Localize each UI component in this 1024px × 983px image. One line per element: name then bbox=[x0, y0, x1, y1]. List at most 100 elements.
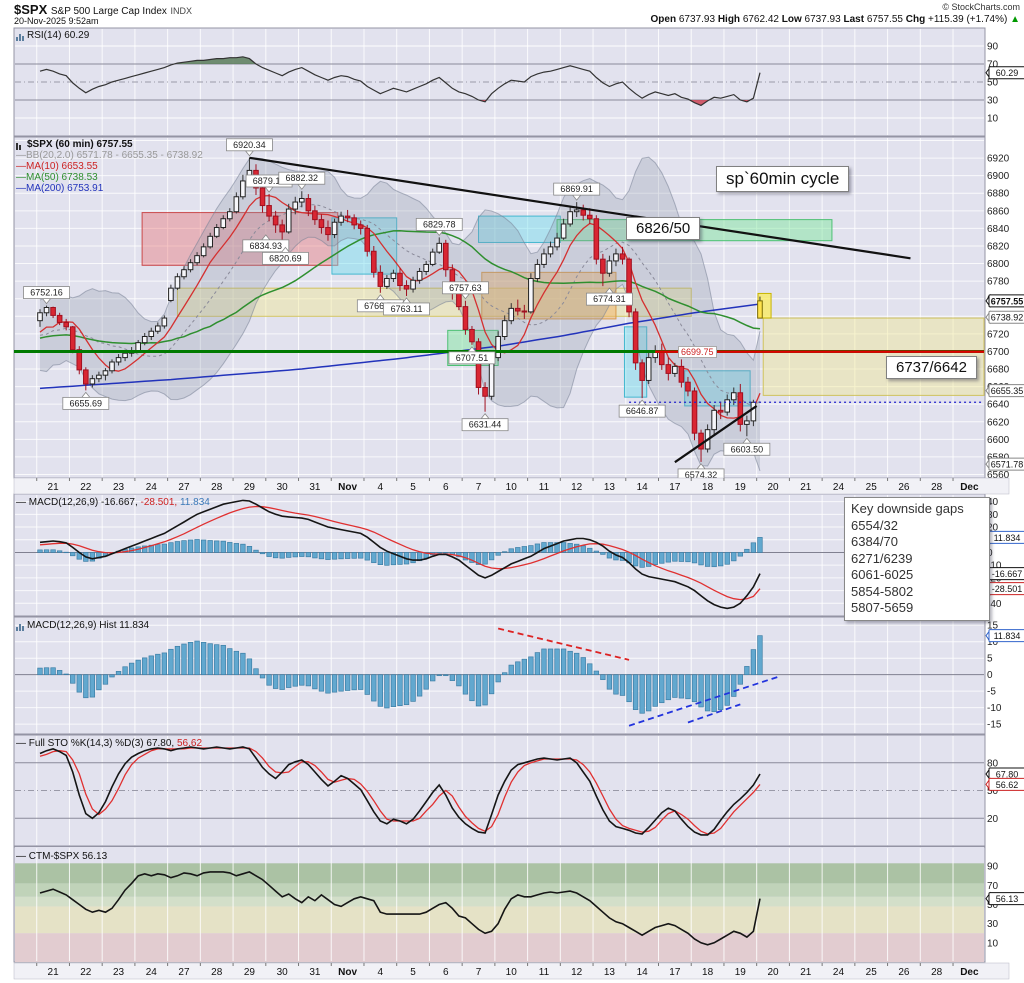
svg-text:30: 30 bbox=[987, 96, 999, 107]
svg-text:12: 12 bbox=[571, 967, 583, 978]
svg-text:20: 20 bbox=[767, 482, 779, 493]
svg-text:-16.667: -16.667 bbox=[992, 569, 1023, 579]
gaps-note-title: Key downside gaps bbox=[851, 501, 964, 516]
svg-text:6603.50: 6603.50 bbox=[731, 444, 764, 454]
svg-text:Nov: Nov bbox=[338, 482, 357, 493]
open-value: 6737.93 bbox=[678, 14, 716, 25]
svg-text:-10: -10 bbox=[987, 561, 1002, 572]
svg-text:14: 14 bbox=[637, 482, 649, 493]
svg-text:50: 50 bbox=[987, 900, 999, 911]
svg-text:27: 27 bbox=[178, 967, 190, 978]
last-value: 6757.55 bbox=[866, 14, 903, 25]
price-annotations: 6752.16 6655.69 6920.34 6879.17 6882.32 6834.… bbox=[23, 138, 771, 482]
chg-label: Chg bbox=[905, 14, 926, 25]
legend-macd: — MACD(12,26,9) -16.667, -28.501, 11.834 bbox=[16, 497, 210, 508]
svg-text:6880: 6880 bbox=[987, 189, 1010, 200]
svg-text:6780: 6780 bbox=[987, 277, 1010, 288]
svg-text:6655.69: 6655.69 bbox=[70, 398, 103, 408]
svg-text:6620: 6620 bbox=[987, 417, 1010, 428]
svg-text:24: 24 bbox=[146, 482, 158, 493]
svg-text:0: 0 bbox=[987, 670, 993, 681]
svg-text:10: 10 bbox=[987, 637, 999, 648]
ctm-plot bbox=[39, 871, 761, 946]
svg-text:6655.35: 6655.35 bbox=[991, 386, 1024, 396]
svg-text:6820: 6820 bbox=[987, 241, 1010, 252]
callout-6826-50: 6826/50 bbox=[626, 217, 701, 240]
legend-price-title: $SPX (60 min) 6757.55 bbox=[16, 139, 133, 150]
svg-text:6800: 6800 bbox=[987, 259, 1010, 270]
horizontal-gridlines bbox=[15, 45, 984, 819]
legend-rsi: RSI(14) 60.29 bbox=[16, 30, 89, 41]
symbol-name: S&P 500 Large Cap Index bbox=[50, 6, 167, 17]
svg-text:24: 24 bbox=[833, 967, 845, 978]
svg-text:26: 26 bbox=[898, 482, 910, 493]
svg-text:-10: -10 bbox=[987, 703, 1002, 714]
svg-text:6882.32: 6882.32 bbox=[286, 173, 319, 183]
symbol: $SPX bbox=[14, 2, 48, 17]
svg-text:11.834: 11.834 bbox=[994, 631, 1021, 641]
svg-text:6879.17: 6879.17 bbox=[253, 176, 286, 186]
x-axis: 21 22 23 24 27 28 29 30 31 Nov 4 5 6 7 10 11 12 13 14 17 18 1… bbox=[13, 477, 1010, 980]
svg-text:10: 10 bbox=[987, 114, 999, 125]
svg-text:21: 21 bbox=[800, 967, 812, 978]
high-value: 6762.42 bbox=[742, 14, 779, 25]
svg-text:7: 7 bbox=[476, 967, 482, 978]
svg-text:6834.93: 6834.93 bbox=[250, 241, 283, 251]
svg-text:29: 29 bbox=[244, 482, 256, 493]
legend-sto: — Full STO %K(14,3) %D(3) 67.80, 56.62 bbox=[16, 738, 203, 749]
macd-plot bbox=[37, 499, 763, 610]
svg-text:19: 19 bbox=[735, 967, 747, 978]
svg-text:18: 18 bbox=[702, 482, 714, 493]
legend-ma200: —MA(200) 6753.91 bbox=[16, 183, 104, 194]
low-label: Low bbox=[781, 14, 802, 25]
high-label: High bbox=[717, 14, 741, 25]
svg-text:12: 12 bbox=[571, 482, 583, 493]
svg-text:6707.51: 6707.51 bbox=[456, 353, 489, 363]
legend-ctm: — CTM-$SPX 56.13 bbox=[16, 851, 108, 862]
svg-text:14: 14 bbox=[637, 967, 649, 978]
chart-type-icon bbox=[16, 139, 25, 150]
svg-text:11.834: 11.834 bbox=[994, 533, 1021, 543]
svg-text:25: 25 bbox=[866, 967, 878, 978]
svg-text:6763.11: 6763.11 bbox=[391, 304, 423, 314]
svg-text:25: 25 bbox=[866, 482, 878, 493]
open-label: Open bbox=[650, 14, 677, 25]
svg-text:6720: 6720 bbox=[987, 329, 1010, 340]
svg-text:10: 10 bbox=[987, 938, 999, 949]
svg-text:19: 19 bbox=[735, 482, 747, 493]
svg-text:6646.87: 6646.87 bbox=[626, 406, 659, 416]
svg-text:-28.501: -28.501 bbox=[992, 584, 1023, 594]
axis-labels: 9070503010656065806600662066406660668067… bbox=[985, 42, 1024, 949]
svg-text:6: 6 bbox=[443, 967, 449, 978]
svg-text:31: 31 bbox=[309, 967, 321, 978]
svg-text:20: 20 bbox=[767, 967, 779, 978]
svg-text:21: 21 bbox=[48, 967, 60, 978]
copyright: © StockCharts.com bbox=[942, 2, 1020, 12]
gap-item: 5807-5659 bbox=[851, 600, 914, 615]
svg-text:30: 30 bbox=[987, 510, 999, 521]
svg-text:90: 90 bbox=[987, 42, 999, 53]
callout-sp-60min-cycle: sp`60min cycle bbox=[716, 166, 850, 192]
svg-text:70: 70 bbox=[987, 881, 999, 892]
svg-text:56.13: 56.13 bbox=[996, 894, 1019, 904]
symbol-exchange: INDX bbox=[170, 6, 193, 16]
indicator-icon bbox=[16, 30, 25, 41]
svg-text:Dec: Dec bbox=[960, 967, 979, 978]
svg-text:4: 4 bbox=[378, 967, 384, 978]
svg-text:27: 27 bbox=[178, 482, 190, 493]
legend-hist: MACD(12,26,9) Hist 11.834 bbox=[16, 620, 149, 631]
svg-text:11: 11 bbox=[539, 482, 550, 493]
svg-text:31: 31 bbox=[309, 482, 321, 493]
svg-text:-15: -15 bbox=[987, 720, 1002, 731]
trendlines bbox=[249, 156, 911, 464]
svg-text:6920.34: 6920.34 bbox=[233, 140, 266, 150]
svg-text:6700: 6700 bbox=[987, 347, 1010, 358]
svg-text:7: 7 bbox=[476, 482, 482, 493]
svg-text:50: 50 bbox=[987, 786, 999, 797]
header-title: $SPX S&P 500 Large Cap Index INDX bbox=[14, 2, 192, 17]
svg-text:5: 5 bbox=[410, 482, 416, 493]
svg-text:21: 21 bbox=[800, 482, 812, 493]
svg-text:6571.78: 6571.78 bbox=[991, 460, 1024, 470]
label-6699-75: 6699.75 bbox=[678, 345, 717, 358]
bollinger-band bbox=[39, 156, 761, 472]
